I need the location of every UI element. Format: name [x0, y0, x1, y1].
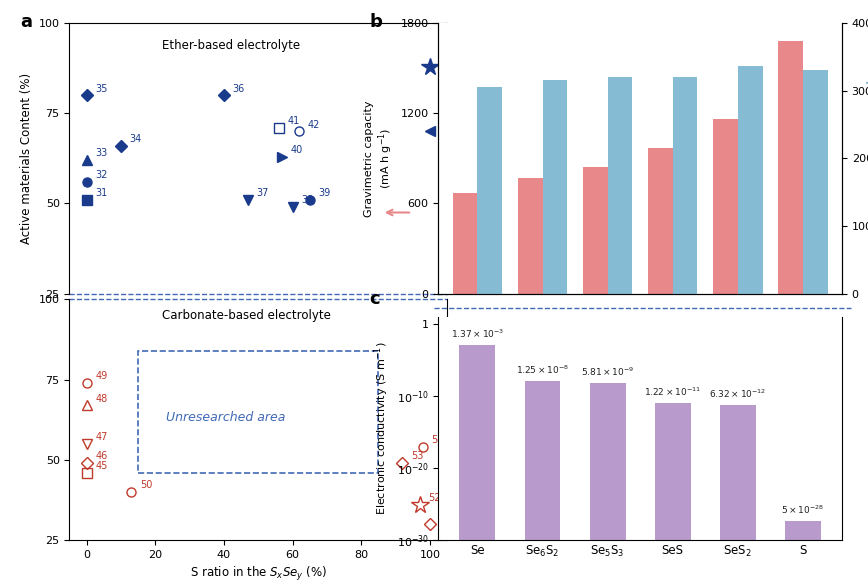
X-axis label: S ratio in the $S_xSe_y$ (%): S ratio in the $S_xSe_y$ (%) [189, 565, 327, 583]
Y-axis label: Electronic conductivity (S m$^{-1}$): Electronic conductivity (S m$^{-1}$) [372, 342, 391, 515]
Bar [517, 178, 542, 294]
Bar [583, 167, 608, 294]
Y-axis label: Active materials Content (%): Active materials Content (%) [20, 73, 33, 244]
Bar [589, 383, 626, 587]
Bar [138, 350, 378, 473]
Bar [648, 148, 673, 294]
Text: 32: 32 [95, 170, 108, 180]
Text: 31: 31 [95, 188, 108, 198]
Text: $6.32\times10^{-12}$: $6.32\times10^{-12}$ [709, 387, 766, 400]
Text: 45: 45 [95, 461, 108, 471]
Text: 43: 43 [438, 120, 450, 130]
Text: 54: 54 [431, 436, 444, 446]
Text: 39: 39 [319, 188, 331, 198]
Text: 50: 50 [140, 480, 152, 490]
Text: Unresearched area: Unresearched area [166, 411, 285, 424]
Bar [654, 403, 691, 587]
Bar [608, 77, 632, 294]
Bar [720, 405, 756, 587]
Text: 46: 46 [95, 451, 108, 461]
Text: c: c [370, 290, 380, 308]
Text: 53: 53 [411, 451, 424, 461]
Text: 33: 33 [95, 149, 108, 158]
Text: $1.25\times10^{-8}$: $1.25\times10^{-8}$ [516, 363, 569, 376]
Bar [785, 521, 821, 587]
Text: 48: 48 [95, 394, 108, 404]
Text: $5.81\times10^{-9}$: $5.81\times10^{-9}$ [581, 366, 635, 379]
Bar [459, 345, 496, 587]
Text: 40: 40 [291, 145, 303, 155]
Bar [524, 381, 561, 587]
Text: $1.22\times10^{-11}$: $1.22\times10^{-11}$ [644, 385, 701, 397]
Text: $1.37\times10^{-3}$: $1.37\times10^{-3}$ [450, 328, 504, 340]
Text: 49: 49 [95, 371, 108, 381]
Text: 35: 35 [95, 84, 108, 94]
Text: 41: 41 [287, 116, 299, 126]
Bar [803, 70, 828, 294]
Bar [779, 42, 803, 294]
Text: 38: 38 [301, 195, 313, 205]
Text: 37: 37 [257, 188, 269, 198]
Text: b: b [370, 13, 383, 31]
Text: 52: 52 [428, 493, 441, 503]
Bar [453, 193, 477, 294]
Text: 36: 36 [233, 84, 245, 94]
Text: 34: 34 [129, 134, 141, 144]
Bar [713, 120, 738, 294]
Text: 51: 51 [438, 512, 450, 522]
Bar [673, 77, 698, 294]
Text: 44: 44 [438, 55, 450, 65]
Text: Carbonate-based electrolyte: Carbonate-based electrolyte [162, 309, 331, 322]
Text: $5\times10^{-28}$: $5\times10^{-28}$ [781, 503, 825, 515]
Text: 42: 42 [308, 120, 320, 130]
Text: a: a [20, 13, 32, 31]
Bar [542, 80, 568, 294]
Bar [738, 66, 762, 294]
Text: Ether-based electrolyte: Ether-based electrolyte [162, 39, 300, 52]
Y-axis label: Gravimetric capacity
(mA h g$^{-1}$): Gravimetric capacity (mA h g$^{-1}$) [364, 100, 395, 217]
Text: 47: 47 [95, 432, 108, 442]
Bar [477, 87, 502, 294]
